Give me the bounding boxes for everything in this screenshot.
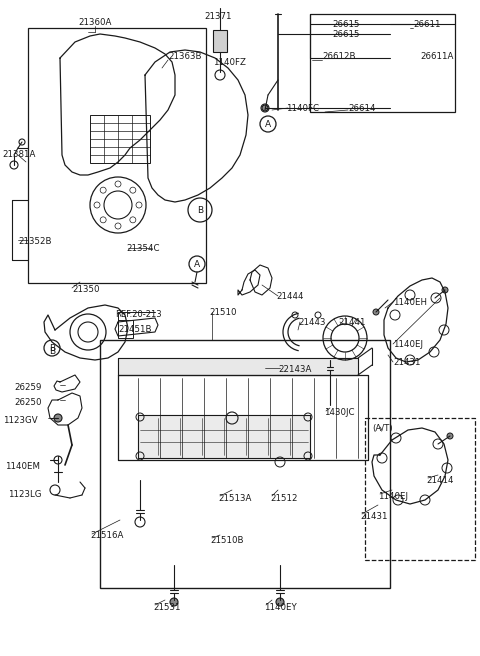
Text: 1140EM: 1140EM [5,462,40,471]
Bar [118,320,133,338]
Text: 26615: 26615 [332,30,360,39]
Circle shape [54,414,62,422]
Text: B: B [49,347,55,356]
Text: 26250: 26250 [14,398,41,407]
Text: 21431: 21431 [393,358,420,367]
Bar [213,30,227,52]
Text: 21441: 21441 [338,318,365,327]
Text: 21350: 21350 [72,285,99,294]
Text: 21513A: 21513A [218,494,252,503]
Circle shape [262,105,268,111]
Text: 1140EY: 1140EY [264,603,297,612]
Text: 21531: 21531 [153,603,180,612]
Text: 21414: 21414 [426,476,454,485]
Text: 1140FZ: 1140FZ [213,58,246,67]
Text: 26615: 26615 [332,20,360,29]
Text: 26614: 26614 [348,104,375,113]
Circle shape [373,309,379,315]
Text: 21363B: 21363B [168,52,202,61]
Text: 1123GV: 1123GV [3,416,37,425]
Text: B: B [197,206,203,215]
Text: 1140EH: 1140EH [393,298,427,307]
Text: REF.20-213: REF.20-213 [115,310,162,319]
Circle shape [442,287,448,293]
Text: 21431: 21431 [360,512,387,521]
Text: 21444: 21444 [276,292,303,301]
Text: 21451B: 21451B [118,325,152,334]
Text: 21371: 21371 [204,12,232,21]
Text: (A/T): (A/T) [372,424,393,433]
Text: 26611A: 26611A [420,52,454,61]
Text: A: A [265,120,271,129]
Text: 1140FC: 1140FC [286,104,319,113]
Text: 26612B: 26612B [322,52,356,61]
Text: 1140EJ: 1140EJ [393,340,423,349]
Text: 1430JC: 1430JC [324,408,355,417]
Text: 21510: 21510 [209,308,237,317]
Text: 21512: 21512 [270,494,298,503]
Bar [365,418,475,560]
Circle shape [170,598,178,606]
Bar [100,340,390,588]
Text: 21381A: 21381A [2,150,36,159]
Polygon shape [118,358,358,375]
Text: 26259: 26259 [14,383,41,392]
Text: 1123LG: 1123LG [8,490,41,499]
Circle shape [447,433,453,439]
Text: 21352B: 21352B [18,237,51,246]
Bar [90,115,150,163]
Text: 1140EJ: 1140EJ [378,492,408,501]
Text: 22143A: 22143A [278,365,312,374]
Circle shape [276,598,284,606]
Bar [28,28,206,283]
Polygon shape [138,415,310,458]
Text: B: B [49,344,55,353]
Text: 21360A: 21360A [78,18,112,27]
Text: 26611: 26611 [413,20,441,29]
Text: A: A [194,260,200,269]
Bar [310,14,455,112]
Text: 21516A: 21516A [90,531,123,540]
Text: 21443: 21443 [298,318,325,327]
Text: 21510B: 21510B [210,536,243,545]
Text: 21354C: 21354C [126,244,159,253]
